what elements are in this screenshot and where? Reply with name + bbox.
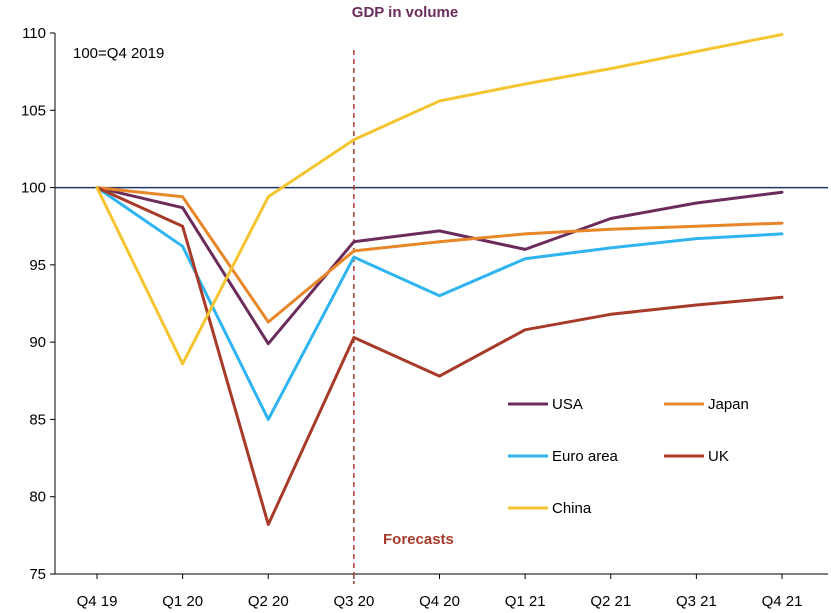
series-line-euro-area (95, 186, 784, 421)
y-tick-label: 80 (29, 489, 46, 506)
y-tick-label: 95 (29, 257, 46, 274)
x-tick-label: Q4 21 (762, 593, 803, 610)
y-tick-label: 90 (29, 334, 46, 351)
series-line-uk (95, 186, 784, 526)
x-tick-label: Q2 20 (248, 593, 289, 610)
legend: USA Japan Euro area UK China (508, 396, 749, 517)
legend-label-china: China (552, 500, 592, 517)
x-tick-label: Q3 20 (333, 593, 374, 610)
legend-label-usa: USA (552, 396, 583, 413)
series-line-china (95, 33, 784, 366)
chart-title: GDP in volume (352, 4, 458, 21)
x-tick-label: Q1 20 (162, 593, 203, 610)
x-tick-label: Q4 19 (77, 593, 118, 610)
y-tick-label: 75 (29, 566, 46, 583)
forecast-label: Forecasts (383, 531, 454, 548)
legend-label-japan: Japan (708, 396, 749, 413)
index-base-note: 100=Q4 2019 (73, 45, 164, 62)
x-tick-label: Q3 21 (676, 593, 717, 610)
legend-label-euro-area: Euro area (552, 448, 619, 465)
series-line-usa (95, 186, 784, 346)
legend-label-uk: UK (708, 448, 729, 465)
y-tick-label: 110 (22, 25, 46, 42)
x-tick-label: Q1 21 (505, 593, 546, 610)
y-tick-label: 100 (21, 180, 46, 197)
y-axis: 75 80 85 90 95 100 105 110 (21, 25, 56, 583)
x-axis: Q4 19 Q1 20 Q2 20 Q3 20 Q4 20 Q1 21 Q2 21 Q3 21… (55, 573, 828, 610)
series-lines (95, 33, 784, 526)
series-line-japan (95, 186, 784, 324)
x-tick-label: Q4 20 (419, 593, 460, 610)
y-tick-label: 105 (21, 102, 46, 119)
y-tick-label: 85 (29, 411, 46, 428)
x-tick-label: Q2 21 (590, 593, 631, 610)
